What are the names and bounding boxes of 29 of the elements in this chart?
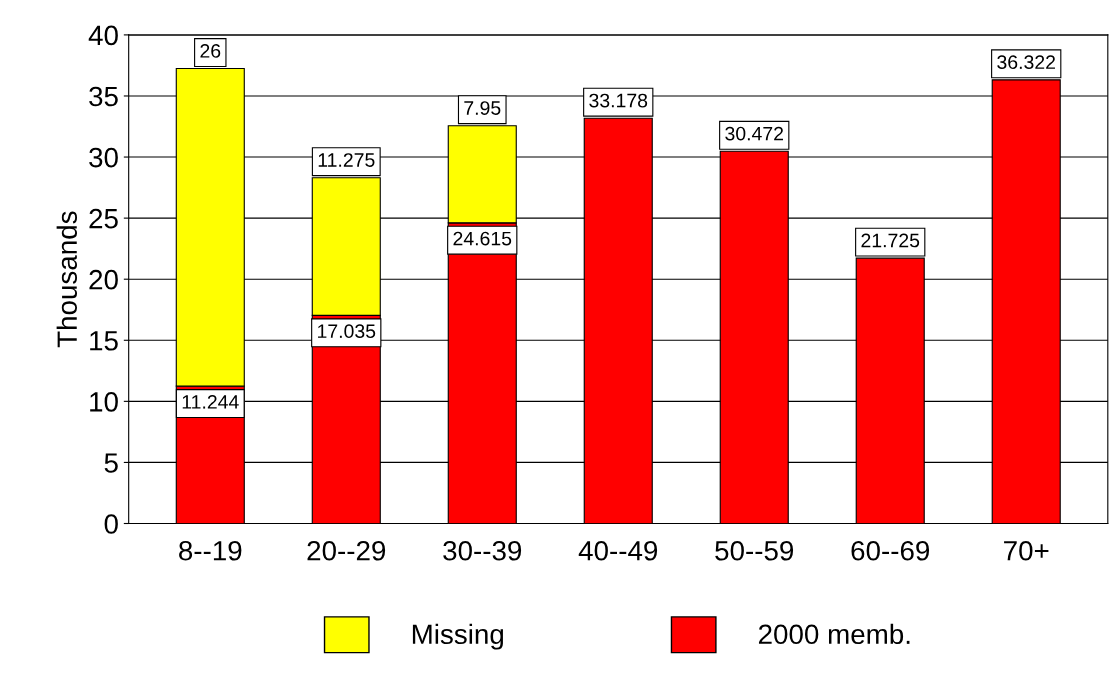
x-tick-label: 8--19	[179, 540, 242, 561]
x-tick-label: 70+	[1004, 540, 1049, 561]
data-label: 33.178	[589, 93, 648, 108]
data-label: 11.275	[318, 153, 375, 167]
data-label: 36.322	[997, 55, 1055, 70]
legend-label: 2000 memb.	[758, 623, 910, 645]
legend-label: Missing	[412, 623, 504, 650]
data-label: 26	[200, 44, 221, 58]
y-tick-label: 35	[89, 86, 118, 107]
y-tick-label: 25	[89, 208, 118, 229]
y-tick-label: 5	[104, 453, 118, 473]
y-axis-title: Thousands	[56, 211, 78, 348]
data-label: 21.725	[861, 233, 920, 248]
data-label: 24.615	[453, 231, 512, 246]
y-tick-label: 40	[88, 25, 118, 46]
data-label: 30.472	[725, 126, 783, 141]
y-tick-label: 0	[104, 514, 118, 534]
y-tick-label: 15	[90, 331, 118, 351]
data-label: 11.244	[182, 395, 239, 409]
data-label: 7.95	[464, 101, 501, 115]
data-label: 17.035	[318, 324, 376, 339]
y-tick-label: 20	[89, 269, 118, 290]
x-tick-label: 30--39	[443, 540, 522, 561]
y-tick-label: 10	[90, 392, 118, 412]
x-tick-label: 20--29	[307, 540, 386, 561]
x-tick-label: 40--49	[578, 540, 658, 561]
x-tick-label: 60--69	[851, 540, 930, 561]
y-tick-label: 30	[89, 147, 118, 168]
x-tick-label: 50--59	[715, 540, 794, 561]
